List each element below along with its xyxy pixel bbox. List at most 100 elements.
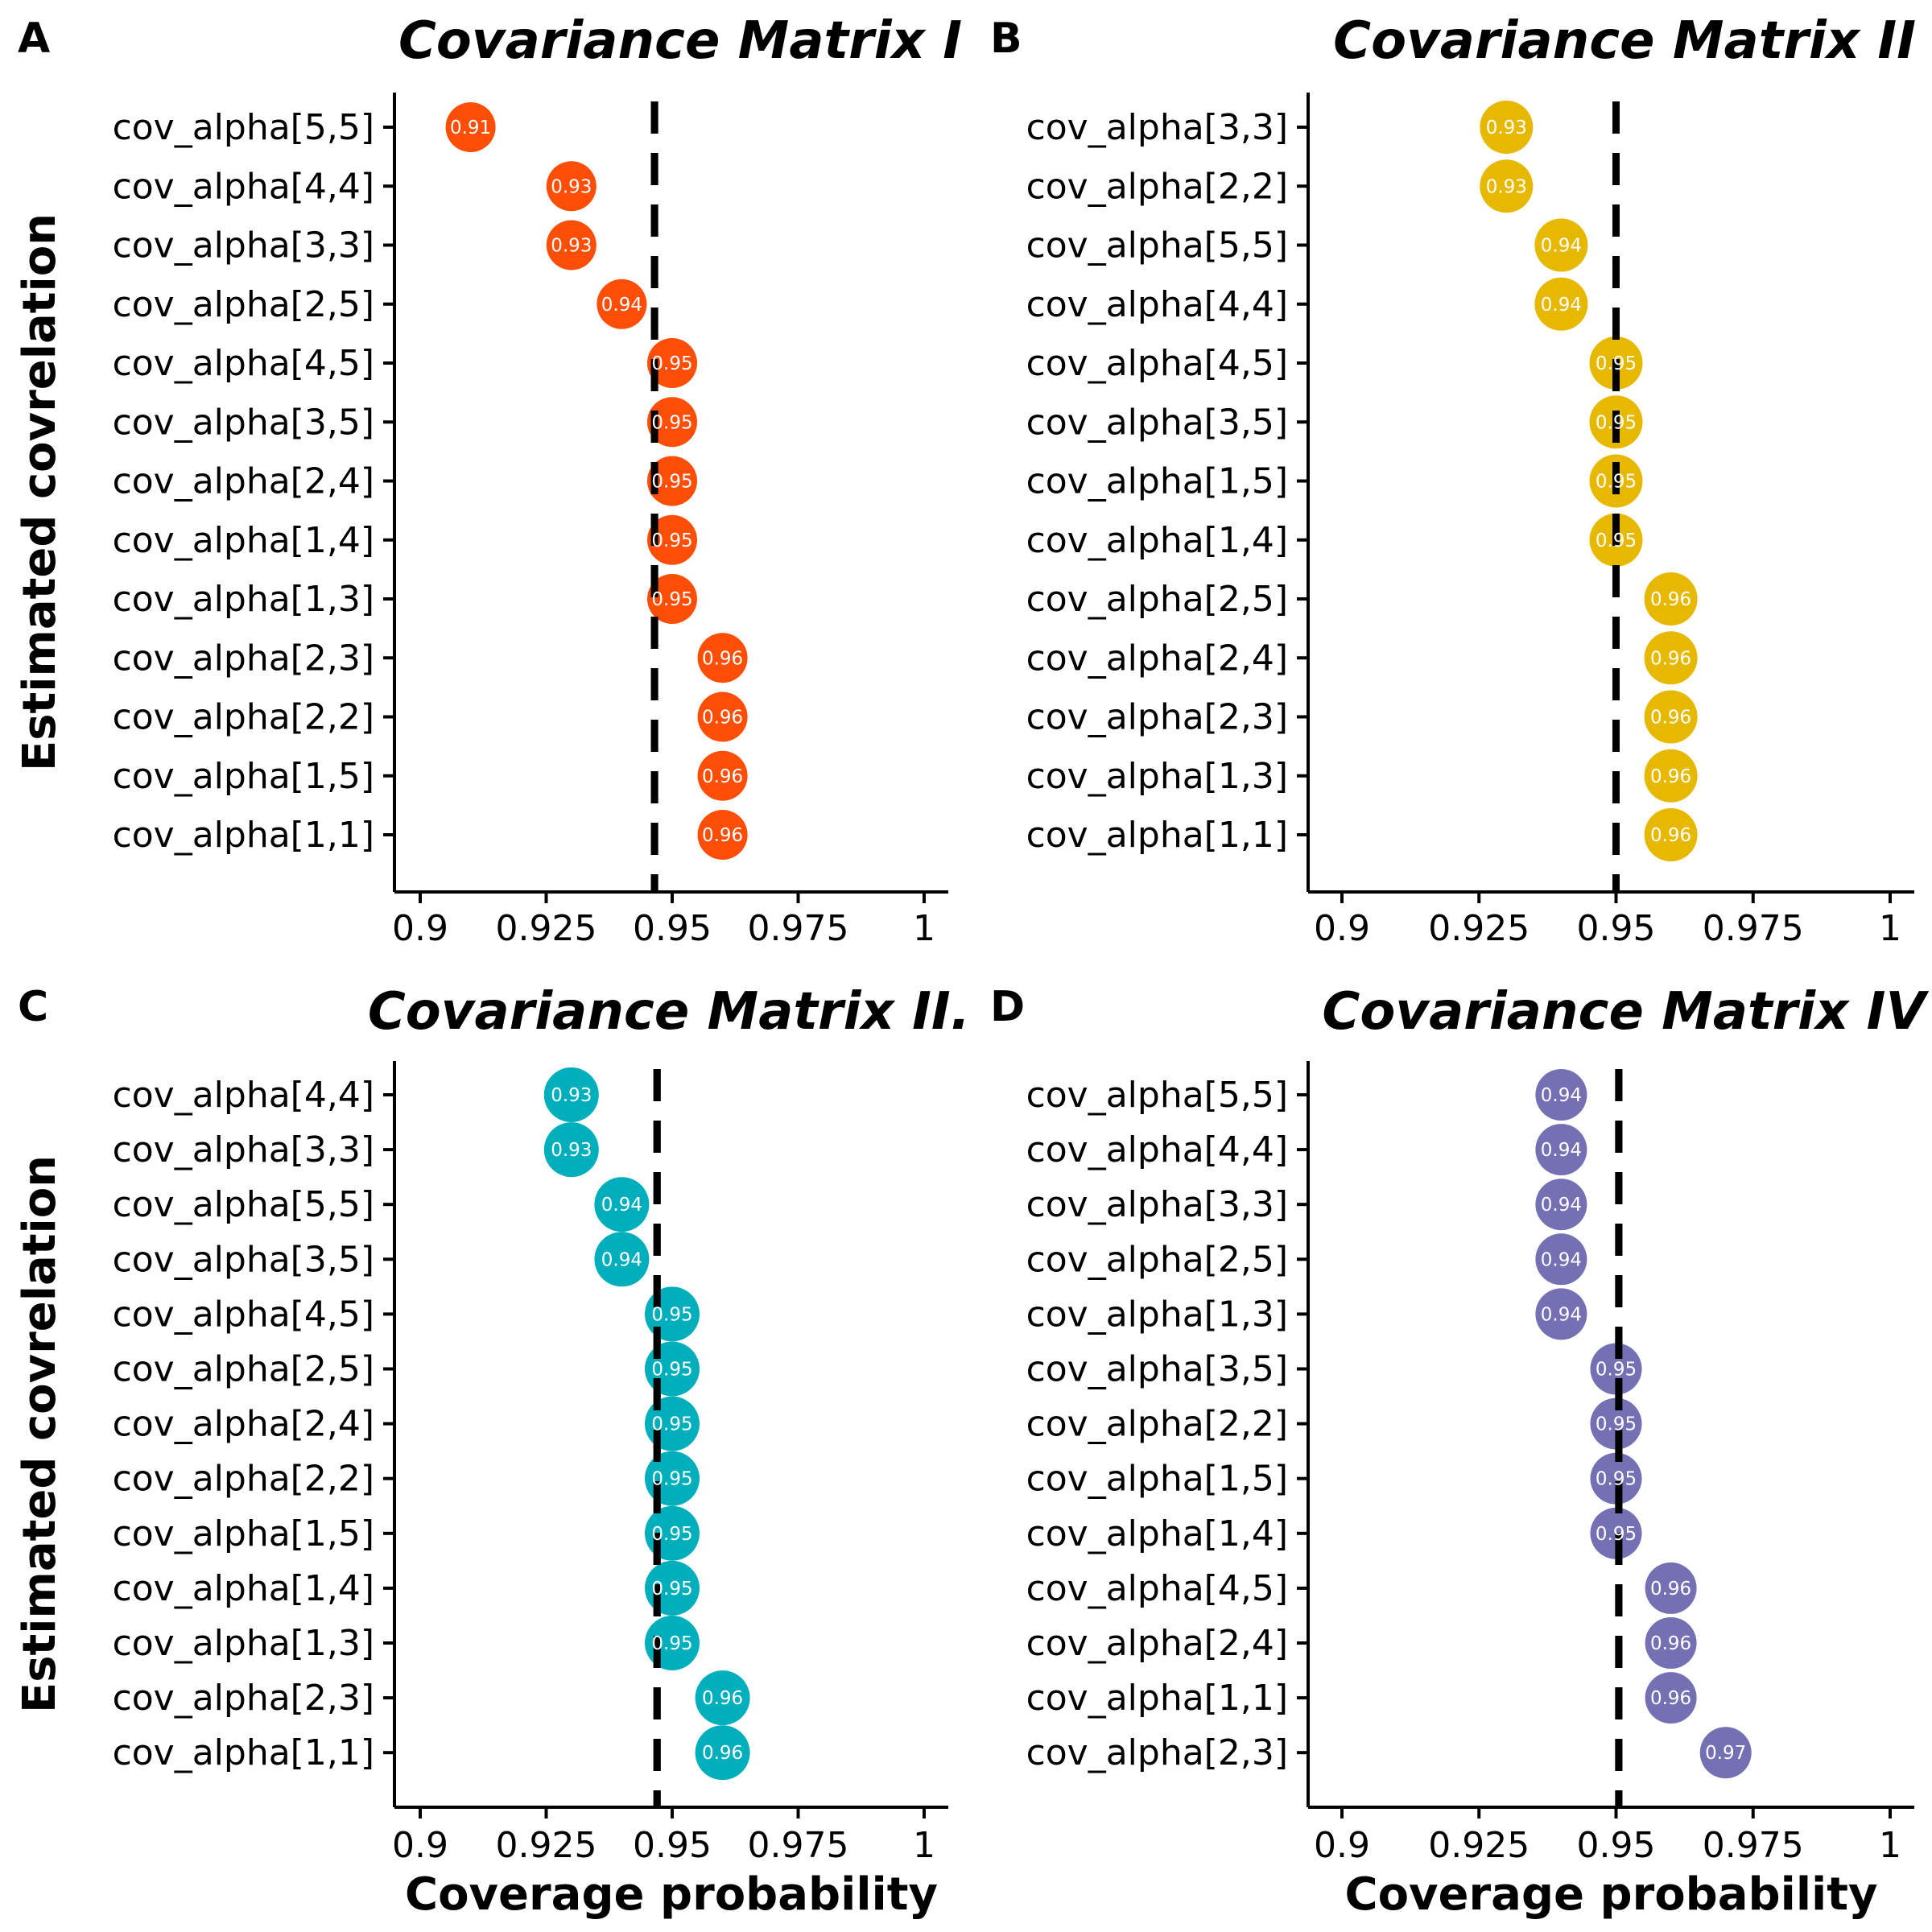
category-label: cov_alpha[3,5]	[1026, 402, 1288, 443]
data-label: 0.94	[1541, 1249, 1582, 1270]
data-label: 0.96	[1650, 1633, 1691, 1654]
data-point	[1480, 101, 1534, 154]
x-axis-title: Coverage probability	[1344, 1868, 1877, 1921]
data-label: 0.95	[651, 1579, 692, 1600]
category-label: cov_alpha[2,2]	[1026, 1404, 1288, 1445]
x-tick-label: 0.975	[748, 1825, 849, 1866]
data-point	[697, 810, 748, 860]
data-point	[1644, 808, 1698, 861]
data-point	[695, 1725, 750, 1781]
category-label: cov_alpha[1,1]	[113, 815, 374, 856]
x-tick-label: 0.95	[633, 908, 712, 949]
category-label: cov_alpha[1,4]	[113, 1568, 374, 1609]
data-label: 0.96	[1650, 825, 1691, 846]
category-label: cov_alpha[4,5]	[113, 343, 374, 384]
data-label: 0.95	[1596, 1469, 1637, 1490]
category-label: cov_alpha[5,5]	[113, 1184, 374, 1225]
category-label: cov_alpha[3,3]	[113, 1129, 374, 1170]
x-tick-label: 0.925	[496, 908, 597, 949]
category-label: cov_alpha[1,5]	[1026, 461, 1288, 502]
panel-title: Covariance Matrix II	[1333, 11, 1916, 71]
data-point	[1645, 1562, 1697, 1614]
data-label: 0.95	[651, 589, 692, 610]
data-point	[1644, 572, 1698, 625]
data-point	[1534, 218, 1588, 272]
data-label: 0.96	[702, 1688, 743, 1709]
category-label: cov_alpha[1,1]	[113, 1732, 374, 1773]
data-label: 0.95	[1596, 1414, 1637, 1435]
category-label: cov_alpha[2,5]	[1026, 579, 1288, 620]
data-point	[1590, 1397, 1642, 1450]
data-label: 0.93	[551, 236, 592, 257]
category-label: cov_alpha[1,4]	[1026, 520, 1288, 561]
data-label: 0.93	[1486, 176, 1527, 197]
category-label: cov_alpha[2,2]	[1026, 166, 1288, 207]
x-tick-label: 1	[913, 1825, 935, 1866]
x-tick-label: 0.975	[1703, 1825, 1804, 1866]
data-label: 0.94	[1541, 1195, 1582, 1216]
data-label: 0.95	[651, 1304, 692, 1325]
data-point	[695, 1670, 750, 1726]
data-point	[1590, 1452, 1642, 1505]
data-label: 0.95	[651, 412, 692, 433]
category-label: cov_alpha[2,4]	[113, 461, 374, 502]
data-label: 0.95	[1596, 353, 1637, 374]
data-label: 0.96	[1650, 648, 1691, 669]
data-point	[594, 1177, 650, 1232]
panel-d: D Covariance Matrix IV 0.9 0.925 0.95 0.975 1 c…	[990, 982, 1929, 1921]
data-label: 0.94	[1541, 236, 1582, 257]
category-label: cov_alpha[3,5]	[113, 1239, 374, 1280]
data-point	[647, 574, 697, 624]
category-label: cov_alpha[1,3]	[113, 579, 374, 620]
data-point	[1535, 1288, 1587, 1340]
data-label: 0.95	[651, 1469, 692, 1490]
category-label: cov_alpha[2,5]	[113, 1349, 374, 1390]
data-label: 0.96	[1650, 766, 1691, 787]
category-label: cov_alpha[4,5]	[1026, 343, 1288, 384]
data-label: 0.96	[1650, 708, 1691, 729]
panel-c: C Covariance Matrix II. 0.9 0.925 0.95 0.975 1…	[14, 982, 970, 1921]
data-point	[1644, 749, 1698, 803]
category-label: cov_alpha[5,5]	[1026, 225, 1288, 266]
data-point	[597, 279, 647, 329]
x-tick-label: 0.975	[1703, 908, 1804, 949]
category-label: cov_alpha[2,2]	[113, 697, 374, 738]
data-point	[647, 456, 697, 506]
data-label: 0.95	[1596, 1360, 1637, 1381]
panel-letter: C	[18, 983, 48, 1031]
data-point	[543, 1122, 599, 1178]
data-point	[697, 633, 748, 683]
data-label: 0.91	[450, 118, 491, 138]
category-label: cov_alpha[4,4]	[113, 1075, 374, 1116]
data-label: 0.96	[1650, 1688, 1691, 1709]
data-label: 0.94	[601, 1195, 642, 1216]
data-point	[697, 750, 748, 801]
category-label: cov_alpha[2,4]	[1026, 638, 1288, 679]
data-point	[543, 1067, 599, 1122]
category-label: cov_alpha[2,3]	[1026, 1732, 1288, 1773]
category-label: cov_alpha[5,5]	[113, 107, 374, 148]
data-point	[1644, 631, 1698, 685]
data-point	[1535, 1179, 1587, 1231]
x-tick-label: 0.95	[633, 1825, 712, 1866]
x-tick-label: 1	[1879, 1825, 1901, 1866]
y-axis-title: Estimated covrelation	[14, 213, 66, 771]
panel-a: A Covariance Matrix I 0.9 0.925 0.95 0.975 1 co…	[14, 11, 962, 949]
x-tick-label: 0.9	[1314, 1825, 1370, 1866]
category-label: cov_alpha[2,5]	[1026, 1239, 1288, 1280]
x-tick-label: 0.975	[748, 908, 849, 949]
category-label: cov_alpha[2,4]	[113, 1404, 374, 1445]
data-label: 0.96	[702, 648, 743, 669]
data-point	[1535, 1069, 1587, 1121]
panel-b: B Covariance Matrix II 0.9 0.925 0.95 0.975 1 c…	[990, 11, 1916, 949]
x-tick-label: 0.925	[1428, 908, 1530, 949]
x-axis-title: Coverage probability	[405, 1868, 938, 1921]
category-label: cov_alpha[1,5]	[113, 756, 374, 797]
category-label: cov_alpha[2,4]	[1026, 1623, 1288, 1664]
category-label: cov_alpha[1,1]	[1026, 815, 1288, 856]
data-label: 0.93	[551, 1085, 592, 1106]
x-tick-label: 0.9	[392, 908, 448, 949]
data-label: 0.95	[651, 1414, 692, 1435]
data-point	[1480, 159, 1534, 213]
